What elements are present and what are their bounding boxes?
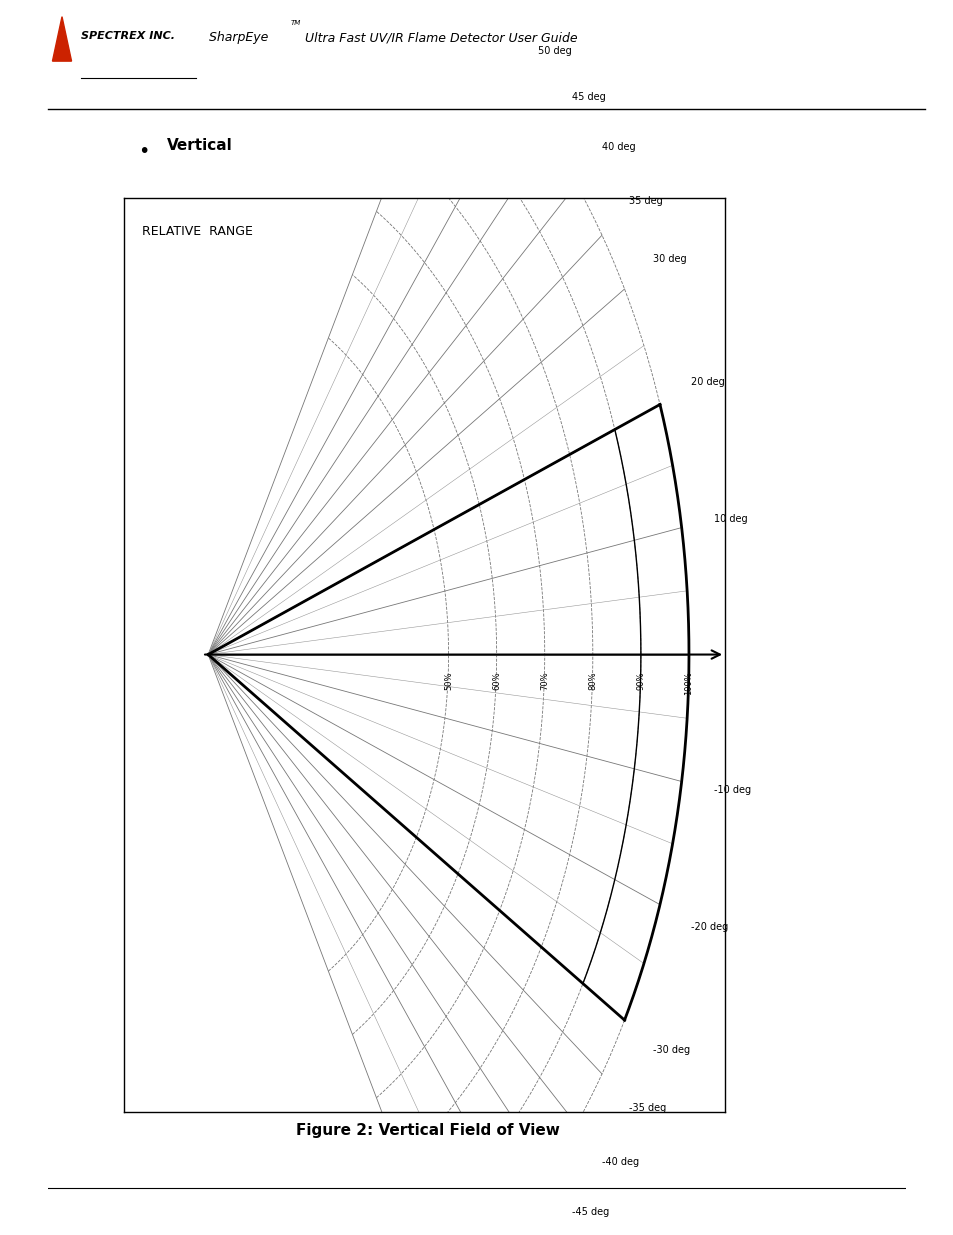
Text: 50%: 50% (443, 671, 453, 689)
Text: RELATIVE  RANGE: RELATIVE RANGE (142, 225, 253, 238)
Text: Figure 2: Vertical Field of View: Figure 2: Vertical Field of View (295, 1123, 559, 1137)
Text: -20 deg: -20 deg (690, 921, 727, 931)
Text: 70%: 70% (539, 671, 549, 689)
Text: -40 deg: -40 deg (601, 1157, 639, 1167)
Text: -30 deg: -30 deg (653, 1045, 690, 1055)
Text: TM: TM (291, 20, 301, 26)
Text: Vertical: Vertical (167, 138, 233, 153)
Text: 60%: 60% (492, 671, 500, 689)
Text: •: • (138, 142, 150, 161)
Text: SharpEye: SharpEye (205, 31, 268, 44)
Text: 80%: 80% (588, 671, 597, 689)
Text: 100%: 100% (683, 671, 693, 695)
Text: 50 deg: 50 deg (537, 46, 572, 56)
Text: -45 deg: -45 deg (571, 1207, 608, 1216)
Text: 30 deg: 30 deg (653, 254, 686, 264)
Text: 20 deg: 20 deg (690, 378, 724, 388)
Text: 45 deg: 45 deg (571, 93, 604, 103)
Polygon shape (52, 16, 71, 61)
Text: SPECTREX INC.: SPECTREX INC. (81, 31, 175, 41)
Text: -35 deg: -35 deg (628, 1103, 665, 1113)
Text: -10 deg: -10 deg (714, 785, 751, 795)
Text: 90%: 90% (636, 671, 645, 689)
Text: Ultra Fast UV/IR Flame Detector User Guide: Ultra Fast UV/IR Flame Detector User Gui… (300, 31, 577, 44)
Text: 10 deg: 10 deg (714, 514, 747, 524)
Text: 35 deg: 35 deg (628, 196, 662, 206)
Text: 40 deg: 40 deg (601, 142, 635, 152)
